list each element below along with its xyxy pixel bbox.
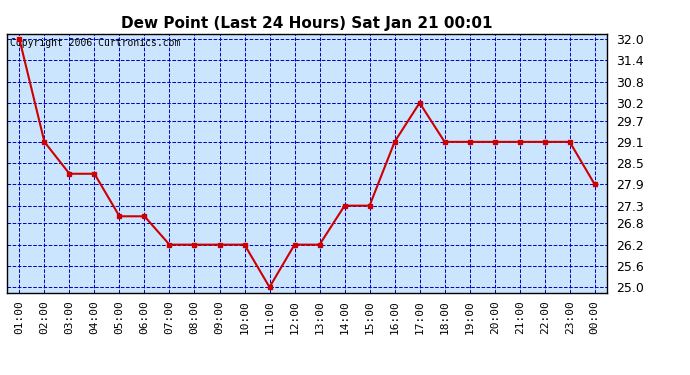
Text: Copyright 2006 Curtronics.com: Copyright 2006 Curtronics.com: [10, 38, 180, 48]
Title: Dew Point (Last 24 Hours) Sat Jan 21 00:01: Dew Point (Last 24 Hours) Sat Jan 21 00:…: [121, 16, 493, 31]
